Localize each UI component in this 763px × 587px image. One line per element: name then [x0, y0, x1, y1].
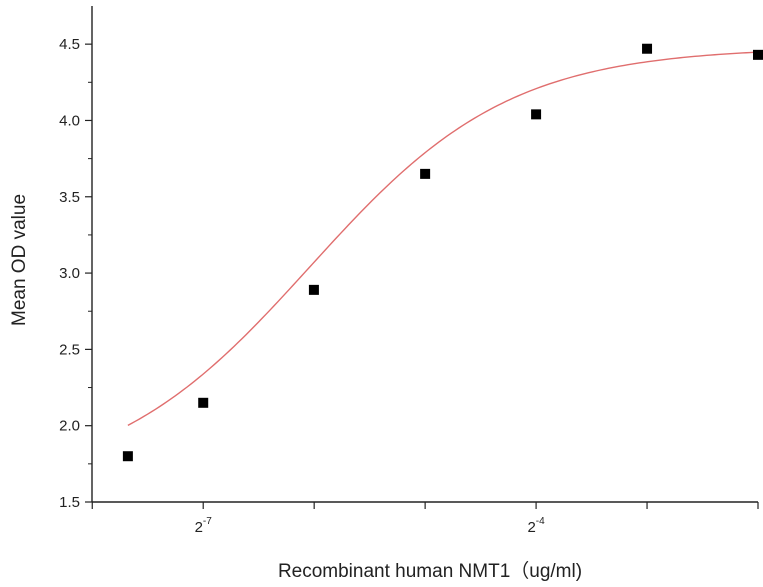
- x-tick-label-exponent: -4: [536, 516, 545, 527]
- data-points: [122, 43, 763, 462]
- fit-curve: [127, 51, 759, 426]
- y-axis-ticks: 1.5 2.0 2.5 3.0 3.5 4.0 4.5: [59, 36, 92, 511]
- data-point: [531, 109, 542, 120]
- data-point: [420, 168, 431, 179]
- x-axis-title: Recombinant human NMT1（ug/ml): [278, 560, 582, 582]
- y-tick-label: 4.0: [59, 112, 80, 129]
- data-point: [198, 397, 209, 408]
- plot-axes: [91, 6, 758, 503]
- y-axis-title: Mean OD value: [9, 194, 30, 326]
- data-point: [122, 451, 133, 462]
- data-point: [753, 49, 763, 60]
- x-tick-label: 2-4: [527, 516, 545, 536]
- x-tick-label: 2-7: [195, 516, 213, 536]
- y-tick-label: 4.5: [59, 36, 80, 53]
- x-axis-ticks: 2-7 2-4: [91, 502, 759, 536]
- y-tick-label: 2.5: [59, 341, 80, 358]
- y-tick-label: 3.0: [59, 265, 80, 282]
- data-point: [642, 43, 653, 54]
- y-tick-label: 3.5: [59, 189, 80, 206]
- x-tick-label-base: 2: [195, 519, 203, 536]
- y-tick-label: 1.5: [59, 494, 80, 511]
- x-tick-label-exponent: -7: [203, 516, 212, 527]
- data-point: [308, 284, 319, 295]
- y-tick-label: 2.0: [59, 418, 80, 435]
- x-tick-label-base: 2: [527, 519, 535, 536]
